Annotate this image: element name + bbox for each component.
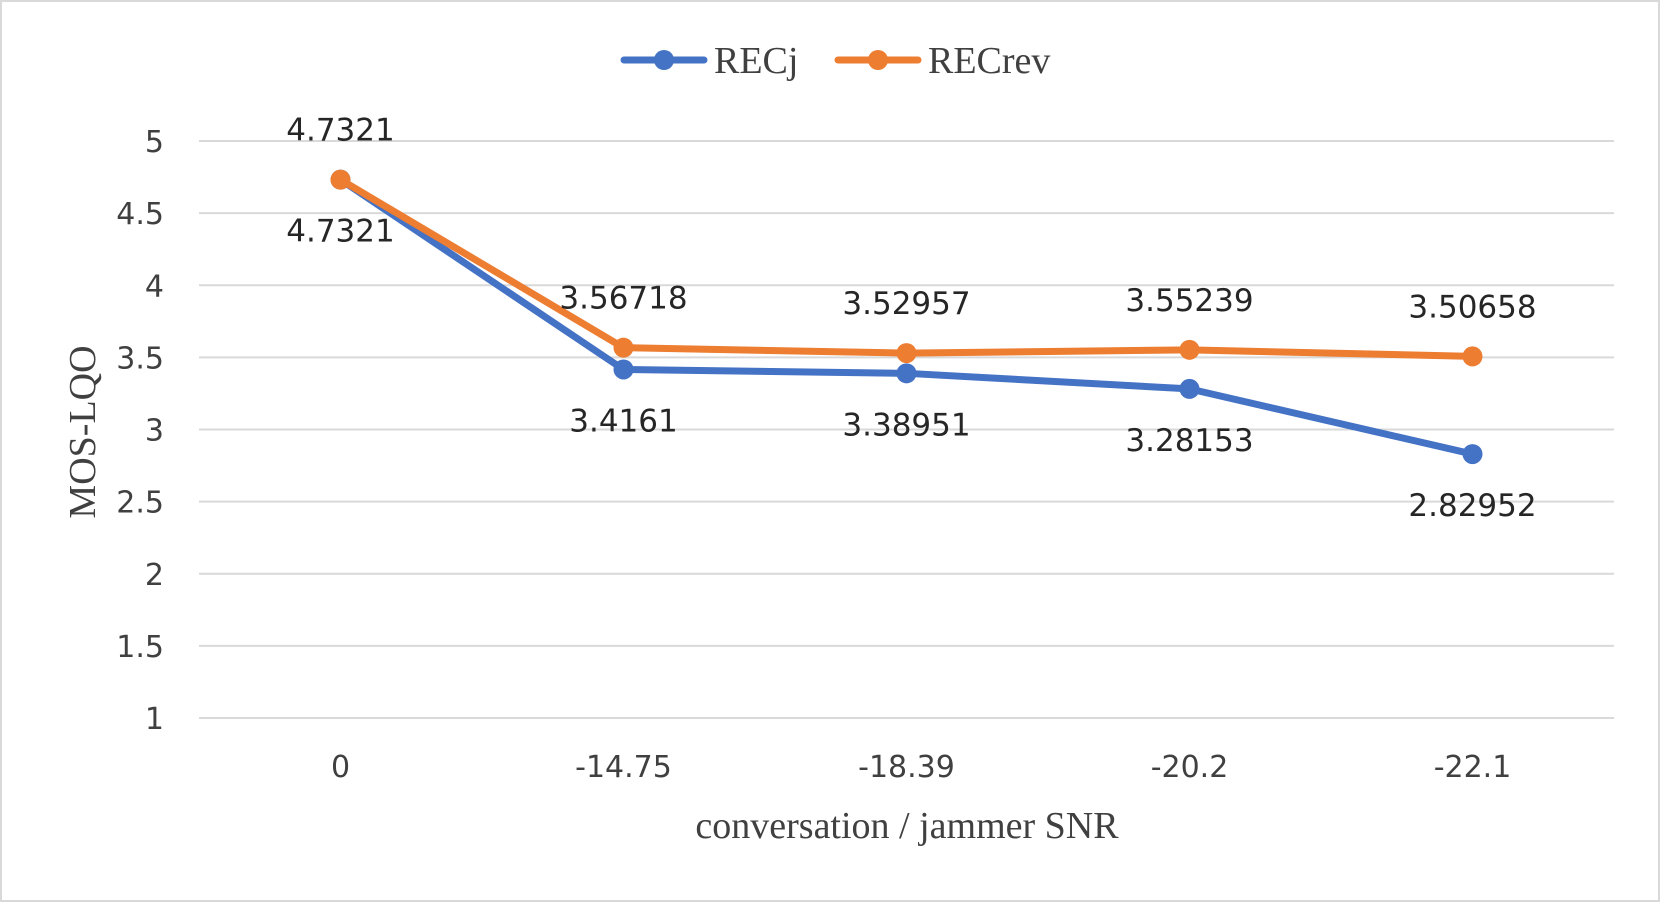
data-point-recrev [1462,346,1483,367]
series-lines [330,169,1483,465]
data-point-recj [613,359,634,380]
x-tick-label: -14.75 [575,750,672,785]
y-tick-label: 4 [145,269,164,304]
y-tick-label: 5 [145,125,164,160]
x-tick-label: -18.39 [858,750,955,785]
legend: RECj RECrev [620,40,1050,82]
y-tick-label: 1.5 [116,630,164,665]
y-tick-label: 1 [145,702,164,737]
legend-label-recrev: RECrev [928,40,1050,82]
data-label-recrev: 4.7321 [286,113,394,149]
data-point-recrev [896,343,917,364]
data-point-recj [896,363,917,384]
y-tick-label: 3.5 [116,341,164,376]
data-point-recrev [613,337,634,358]
y-tick-label: 3 [145,414,164,449]
y-tick-label: 2.5 [116,486,164,521]
series-line-recrev [337,176,1476,360]
y-axis-title: MOS-LQO [62,345,104,518]
legend-item-recj: RECj [620,40,798,82]
data-labels: 4.7321 3.4161 3.38951 3.28153 2.82952 4.7321 3… [286,113,1536,524]
data-point-recrev [1179,339,1200,360]
y-axis-ticks: 1 1.5 2 2.5 3 3.5 4 4.5 5 [116,125,164,737]
data-label-recrev: 3.55239 [1125,283,1253,319]
data-label-recrev: 3.52957 [842,286,970,322]
x-axis-ticks: 0 -14.75 -18.39 -20.2 -22.1 [331,750,1511,785]
x-tick-label: -22.1 [1434,750,1512,785]
data-label-recj: 4.7321 [286,214,394,250]
data-label-recj: 3.38951 [842,407,970,443]
y-tick-label: 4.5 [116,197,164,232]
legend-marker-recj [654,50,674,70]
data-point-recrev [330,169,351,190]
legend-label-recj: RECj [714,40,798,82]
data-label-recrev: 3.56718 [559,281,687,317]
x-tick-label: 0 [331,750,350,785]
y-tick-label: 2 [145,558,164,593]
data-label-recj: 3.4161 [569,403,677,439]
data-label-recj: 3.28153 [1125,423,1253,459]
data-label-recj: 2.82952 [1408,488,1536,524]
data-point-recj [1179,378,1200,399]
data-label-recrev: 3.50658 [1408,289,1536,325]
data-point-recj [1462,444,1483,465]
x-axis-title: conversation / jammer SNR [695,805,1119,847]
x-tick-label: -20.2 [1151,750,1229,785]
legend-marker-recrev [868,50,888,70]
legend-item-recrev: RECrev [834,40,1050,82]
